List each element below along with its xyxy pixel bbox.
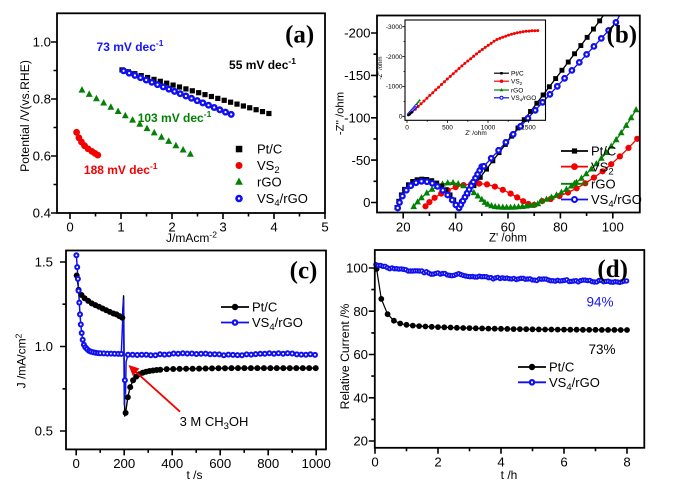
svg-text:0: 0 bbox=[363, 195, 370, 210]
svg-text:0.8: 0.8 bbox=[33, 92, 51, 107]
svg-text:20: 20 bbox=[396, 220, 411, 235]
svg-text:3 M CH3OH: 3 M CH3OH bbox=[180, 414, 249, 432]
svg-text:8: 8 bbox=[623, 455, 630, 470]
svg-text:0: 0 bbox=[73, 456, 80, 471]
svg-text:5: 5 bbox=[321, 220, 328, 235]
svg-text:400: 400 bbox=[161, 456, 183, 471]
svg-text:73%: 73% bbox=[588, 342, 615, 357]
svg-text:103 mV dec-1: 103 mV dec-1 bbox=[138, 109, 212, 125]
svg-text:0: 0 bbox=[371, 455, 378, 470]
svg-text:80: 80 bbox=[353, 304, 368, 319]
svg-text:(d): (d) bbox=[597, 256, 628, 283]
svg-text:rGO: rGO bbox=[257, 175, 282, 190]
svg-text:4: 4 bbox=[497, 455, 504, 470]
svg-text:-Z'' /ohm: -Z'' /ohm bbox=[335, 92, 347, 135]
svg-text:-2000: -2000 bbox=[386, 54, 403, 61]
svg-text:(b): (b) bbox=[607, 22, 638, 49]
svg-text:1.0: 1.0 bbox=[35, 339, 53, 354]
svg-text:80: 80 bbox=[553, 220, 568, 235]
svg-text:VS2: VS2 bbox=[257, 158, 280, 176]
svg-text:73 mV dec-1: 73 mV dec-1 bbox=[97, 38, 164, 54]
svg-text:Z' /ohm: Z' /ohm bbox=[489, 233, 527, 245]
svg-text:Pt/C: Pt/C bbox=[252, 300, 277, 315]
svg-text:VS4/rGO: VS4/rGO bbox=[257, 191, 308, 209]
svg-text:-50: -50 bbox=[351, 153, 370, 168]
svg-text:-Z'' /ohm: -Z'' /ohm bbox=[378, 57, 384, 80]
svg-text:600: 600 bbox=[209, 456, 231, 471]
svg-text:0.5: 0.5 bbox=[35, 424, 53, 439]
svg-text:VS4/rGO: VS4/rGO bbox=[252, 315, 303, 333]
svg-text:1000: 1000 bbox=[302, 456, 331, 471]
svg-text:2: 2 bbox=[168, 220, 175, 235]
svg-text:3: 3 bbox=[219, 220, 226, 235]
svg-text:-3000: -3000 bbox=[386, 24, 403, 31]
svg-text:1.5: 1.5 bbox=[35, 255, 53, 270]
svg-text:1500: 1500 bbox=[521, 125, 536, 132]
svg-text:6: 6 bbox=[560, 455, 567, 470]
svg-text:0.4: 0.4 bbox=[33, 206, 51, 221]
svg-text:20: 20 bbox=[353, 434, 368, 449]
svg-text:60: 60 bbox=[501, 220, 516, 235]
svg-text:Relative Current /%: Relative Current /% bbox=[338, 304, 352, 410]
svg-text:0: 0 bbox=[399, 114, 403, 121]
svg-text:t /s: t /s bbox=[186, 468, 202, 482]
svg-text:0: 0 bbox=[405, 125, 409, 132]
svg-text:188 mV dec-1: 188 mV dec-1 bbox=[84, 161, 158, 177]
svg-text:rGO: rGO bbox=[511, 87, 523, 94]
svg-text:0.6: 0.6 bbox=[33, 149, 51, 164]
svg-text:VS4/rGO: VS4/rGO bbox=[591, 192, 642, 210]
svg-text:100: 100 bbox=[602, 220, 624, 235]
svg-text:500: 500 bbox=[442, 125, 453, 132]
svg-text:200: 200 bbox=[113, 456, 135, 471]
svg-text:4: 4 bbox=[270, 220, 277, 235]
svg-text:VS4/rGO: VS4/rGO bbox=[511, 95, 536, 103]
svg-text:Z' /ohm: Z' /ohm bbox=[465, 130, 486, 137]
svg-text:Potential /V(vs.RHE): Potential /V(vs.RHE) bbox=[18, 60, 32, 172]
svg-text:800: 800 bbox=[257, 456, 279, 471]
svg-text:1: 1 bbox=[117, 220, 124, 235]
svg-text:55 mV dec-1: 55 mV dec-1 bbox=[229, 56, 296, 72]
svg-text:rGO: rGO bbox=[591, 177, 616, 192]
svg-text:-1000: -1000 bbox=[386, 84, 403, 91]
svg-text:1000: 1000 bbox=[481, 125, 496, 132]
svg-text:-100: -100 bbox=[344, 111, 370, 126]
svg-text:t /h: t /h bbox=[501, 468, 518, 482]
svg-text:VS2: VS2 bbox=[511, 79, 523, 87]
svg-text:Pt/C: Pt/C bbox=[511, 71, 524, 78]
svg-text:(a): (a) bbox=[285, 21, 314, 48]
svg-text:2: 2 bbox=[434, 455, 441, 470]
svg-text:40: 40 bbox=[353, 390, 368, 405]
svg-text:40: 40 bbox=[448, 220, 463, 235]
svg-text:J /mA/cm2: J /mA/cm2 bbox=[14, 333, 29, 388]
svg-text:Pt/C: Pt/C bbox=[549, 360, 574, 375]
svg-text:94%: 94% bbox=[586, 295, 613, 310]
svg-text:1.0: 1.0 bbox=[33, 35, 51, 50]
svg-text:-150: -150 bbox=[344, 68, 370, 83]
svg-text:(c): (c) bbox=[290, 257, 318, 284]
svg-text:100: 100 bbox=[346, 261, 368, 276]
svg-text:J/mAcm-2: J/mAcm-2 bbox=[166, 230, 217, 246]
svg-text:VS2: VS2 bbox=[591, 159, 614, 177]
svg-text:VS4/rGO: VS4/rGO bbox=[549, 375, 600, 393]
svg-text:60: 60 bbox=[353, 347, 368, 362]
svg-text:Pt/C: Pt/C bbox=[591, 144, 616, 159]
svg-text:0: 0 bbox=[66, 220, 73, 235]
svg-text:-200: -200 bbox=[344, 26, 370, 41]
svg-text:Pt/C: Pt/C bbox=[257, 142, 282, 157]
